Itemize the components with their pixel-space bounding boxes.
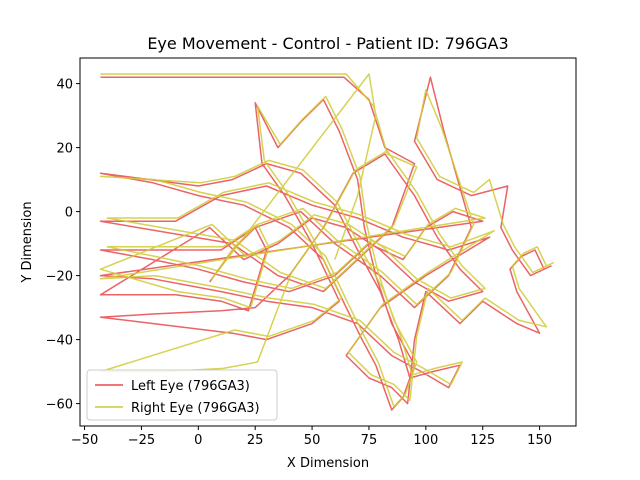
chart-title: Eye Movement - Control - Patient ID: 796… bbox=[147, 34, 508, 53]
y-tick-label: −60 bbox=[46, 398, 73, 413]
y-tick-label: 40 bbox=[56, 78, 73, 93]
x-tick-label: 0 bbox=[194, 433, 202, 448]
y-tick-label: −20 bbox=[46, 270, 73, 285]
legend-label-right-eye: Right Eye (796GA3) bbox=[131, 401, 260, 416]
legend: Left Eye (796GA3) Right Eye (796GA3) bbox=[86, 369, 278, 421]
plot-area bbox=[99, 73, 554, 411]
legend-label-left-eye: Left Eye (796GA3) bbox=[131, 379, 250, 394]
x-axis: −50 −25 0 25 50 75 100 125 150 bbox=[71, 426, 552, 448]
y-tick-label: −40 bbox=[46, 334, 73, 349]
y-tick-label: 20 bbox=[56, 142, 73, 157]
series-line-right-eye bbox=[99, 73, 554, 408]
y-tick-label: 0 bbox=[65, 206, 73, 221]
y-axis: −60 −40 −20 0 20 40 bbox=[46, 78, 80, 413]
x-tick-label: 75 bbox=[361, 433, 378, 448]
x-tick-label: 50 bbox=[304, 433, 321, 448]
x-axis-label: X Dimension bbox=[287, 456, 369, 471]
x-tick-label: −50 bbox=[71, 433, 98, 448]
x-tick-label: 150 bbox=[527, 433, 552, 448]
axes-frame bbox=[79, 57, 577, 427]
x-tick-label: 125 bbox=[470, 433, 495, 448]
x-tick-label: 100 bbox=[413, 433, 438, 448]
y-axis-label: Y Dimension bbox=[20, 201, 35, 283]
x-tick-label: −25 bbox=[128, 433, 155, 448]
x-tick-label: 25 bbox=[247, 433, 264, 448]
legend-box bbox=[86, 369, 278, 421]
